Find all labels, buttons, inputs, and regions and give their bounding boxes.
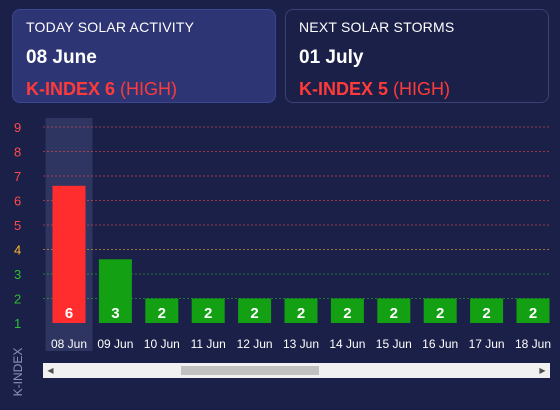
next-kindex: K-INDEX 5 (HIGH) <box>299 77 535 101</box>
bar-13-jun[interactable] <box>284 298 318 324</box>
x-tick-label: 15 Jun <box>376 337 412 351</box>
next-storm-date: 01 July <box>299 47 364 68</box>
y-tick-label: 1 <box>14 316 21 331</box>
bar-value-label: 2 <box>158 305 166 322</box>
scrollbar-thumb[interactable] <box>181 366 319 375</box>
bar-value-label: 2 <box>529 305 537 322</box>
x-tick-label: 10 Jun <box>144 337 180 351</box>
triangle-right-icon[interactable]: ▶ <box>539 366 546 375</box>
today-activity-card: TODAY SOLAR ACTIVITY 08 June K-INDEX 6 (… <box>12 9 276 103</box>
x-tick-label: 09 Jun <box>97 337 133 351</box>
y-tick-label: 5 <box>14 218 21 233</box>
x-tick-label: 18 Jun <box>515 337 551 351</box>
y-tick-label: 8 <box>14 145 21 160</box>
today-date: 08 June <box>26 47 97 68</box>
bar-value-label: 2 <box>436 305 444 322</box>
kindex-forecast-chart: 1 2 3 4 5 6 7 8 9 6 08 Jun 3 09 Jun 2 10 Jun 2 11 Jun 2 12… <box>11 118 551 397</box>
next-kindex-value: K-INDEX 5 <box>299 79 389 99</box>
bar-14-jun[interactable] <box>330 298 364 324</box>
next-storms-label: NEXT SOLAR STORMS <box>299 19 455 35</box>
y-tick-label: 6 <box>14 194 21 209</box>
x-tick-label: 17 Jun <box>469 337 505 351</box>
bar-value-label: 2 <box>482 305 490 322</box>
bar-18-jun[interactable] <box>516 298 550 324</box>
y-tick-label: 7 <box>14 169 21 184</box>
bar-value-label: 2 <box>297 305 305 322</box>
today-kindex-value: K-INDEX 6 <box>26 79 116 99</box>
x-tick-label: 08 Jun <box>51 337 87 351</box>
x-tick-label: 11 Jun <box>191 337 226 351</box>
y-tick-label: 3 <box>14 267 21 282</box>
y-tick-label: 2 <box>14 292 21 307</box>
bar-08-jun[interactable] <box>52 185 86 323</box>
bar-17-jun[interactable] <box>470 298 504 324</box>
y-tick-label: 9 <box>14 120 21 135</box>
triangle-left-icon[interactable]: ◀ <box>47 366 54 375</box>
y-tick-label: 4 <box>14 243 21 258</box>
bar-12-jun[interactable] <box>238 298 272 324</box>
chart-horizontal-scrollbar[interactable]: ◀ ▶ <box>43 363 550 378</box>
today-activity-label: TODAY SOLAR ACTIVITY <box>26 19 195 35</box>
next-kindex-level: (HIGH) <box>393 79 451 99</box>
bar-09-jun[interactable] <box>98 259 132 323</box>
x-tick-label: 14 Jun <box>329 337 365 351</box>
next-storms-card: NEXT SOLAR STORMS 01 July K-INDEX 5 (HIG… <box>285 9 549 103</box>
bar-value-label: 2 <box>390 305 398 322</box>
bar-15-jun[interactable] <box>377 298 411 324</box>
x-tick-label: 12 Jun <box>237 337 273 351</box>
bar-value-label: 2 <box>250 305 258 322</box>
bar-value-label: 2 <box>204 305 212 322</box>
bar-11-jun[interactable] <box>191 298 225 324</box>
bar-value-label: 6 <box>65 305 73 322</box>
today-kindex-level: (HIGH) <box>120 79 178 99</box>
x-tick-label: 13 Jun <box>283 337 319 351</box>
x-tick-label: 16 Jun <box>422 337 458 351</box>
bar-value-label: 2 <box>343 305 351 322</box>
today-kindex: K-INDEX 6 (HIGH) <box>26 77 262 101</box>
bar-16-jun[interactable] <box>423 298 457 324</box>
bar-10-jun[interactable] <box>145 298 179 324</box>
y-axis-title: K-INDEX <box>11 348 25 397</box>
bar-value-label: 3 <box>111 305 119 322</box>
